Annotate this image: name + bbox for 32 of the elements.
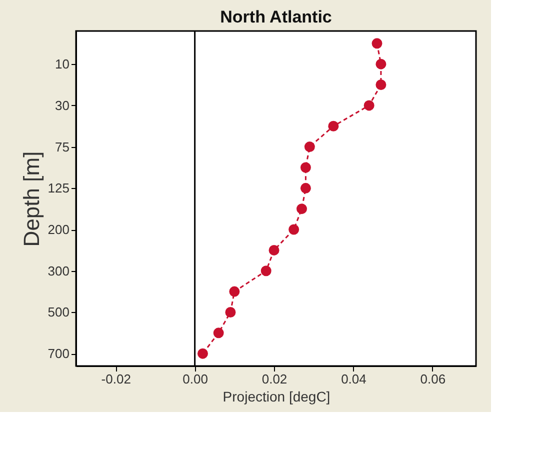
point xyxy=(288,224,300,235)
point xyxy=(268,244,280,256)
point xyxy=(197,348,208,359)
y-tick-label: 75 xyxy=(55,139,70,154)
x-tick-label: 0.06 xyxy=(420,372,446,386)
y-axis-title: Depth [m] xyxy=(18,151,44,247)
y-tick-label: 30 xyxy=(55,98,70,113)
x-tick-label: 0.04 xyxy=(341,372,366,386)
y-tick-label: 300 xyxy=(48,263,70,278)
point xyxy=(304,142,315,152)
point xyxy=(372,38,382,49)
point xyxy=(225,307,236,318)
point xyxy=(300,162,311,173)
x-tick-label: 0.02 xyxy=(262,372,288,386)
y-tick-label: 700 xyxy=(48,346,70,362)
x-axis-title: Projection [degC] xyxy=(222,388,330,404)
chart-title: North Atlantic xyxy=(220,7,332,26)
point xyxy=(296,204,307,214)
x-tick-label: 0.00 xyxy=(182,372,208,386)
point xyxy=(213,328,224,338)
y-tick-label: 200 xyxy=(48,222,70,238)
y-tick-label: 500 xyxy=(48,304,70,320)
y-tick-label: 125 xyxy=(48,180,70,196)
point xyxy=(364,100,374,111)
x-tick-label: -0.02 xyxy=(101,372,131,386)
point xyxy=(300,182,311,194)
point xyxy=(376,58,386,70)
point xyxy=(328,120,339,132)
point xyxy=(260,266,272,276)
point xyxy=(229,286,240,297)
point xyxy=(376,80,386,90)
y-tick-label: 10 xyxy=(55,56,70,72)
